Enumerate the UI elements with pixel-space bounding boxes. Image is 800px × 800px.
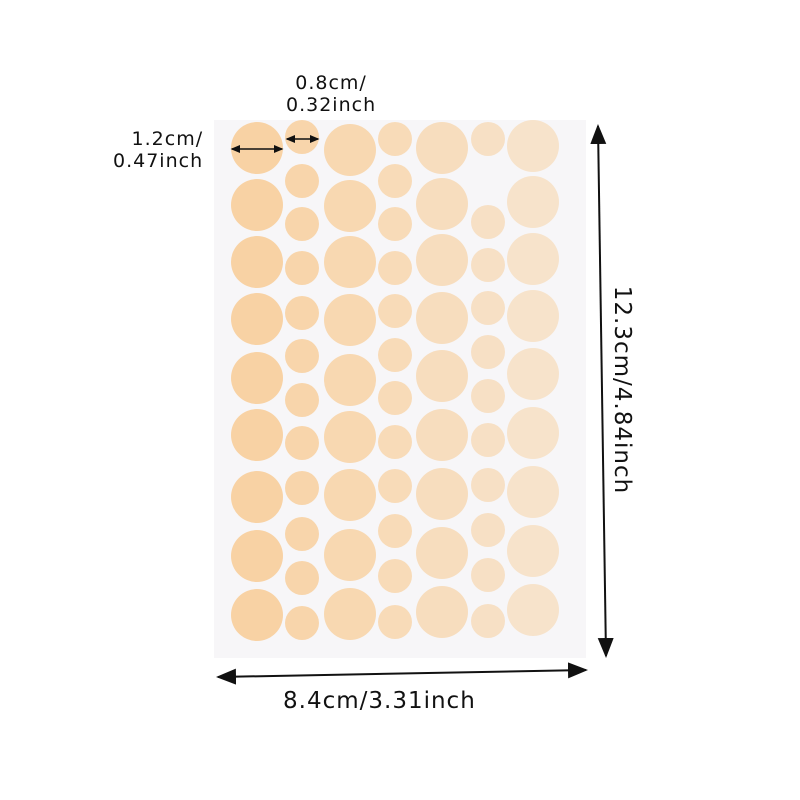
small-sticker-dot (471, 379, 505, 413)
large-sticker-dot (231, 236, 283, 288)
small-sticker-dot (471, 423, 505, 457)
large-sticker-dot (507, 290, 559, 342)
small-sticker-dot (378, 469, 412, 503)
large-sticker-dot (507, 466, 559, 518)
large-sticker-dot (416, 350, 468, 402)
large-dot-size-label: 1.2cm/ 0.47inch (113, 128, 204, 172)
large-sticker-dot (416, 527, 468, 579)
small-sticker-dot (285, 426, 319, 460)
small-sticker-dot (285, 207, 319, 241)
small-sticker-dot (471, 468, 505, 502)
height-label: 12.3cm/4.84inch (609, 285, 635, 495)
large-sticker-dot (507, 233, 559, 285)
large-sticker-dot (416, 178, 468, 230)
large-sticker-dot (324, 529, 376, 581)
small-sticker-dot (378, 605, 412, 639)
large-sticker-dot (231, 589, 283, 641)
small-sticker-dot (378, 425, 412, 459)
small-sticker-dot (285, 164, 319, 198)
large-sticker-dot (324, 294, 376, 346)
small-sticker-dot (378, 251, 412, 285)
small-sticker-dot (471, 291, 505, 325)
small-sticker-dot (378, 122, 412, 156)
small-sticker-dot (285, 606, 319, 640)
large-sticker-dot (231, 179, 283, 231)
large-sticker-dot (231, 409, 283, 461)
large-sticker-dot (507, 407, 559, 459)
small-sticker-dot (285, 471, 319, 505)
small-sticker-dot (471, 205, 505, 239)
large-sticker-dot (507, 525, 559, 577)
large-sticker-dot (324, 588, 376, 640)
small-sticker-dot (285, 296, 319, 330)
large-sticker-dot (416, 409, 468, 461)
small-dot-size-label: 0.8cm/ 0.32inch (286, 72, 377, 116)
large-sticker-dot (416, 234, 468, 286)
small-sticker-dot (378, 514, 412, 548)
small-sticker-dot (471, 335, 505, 369)
small-sticker-dot (471, 513, 505, 547)
large-sticker-dot (416, 586, 468, 638)
small-sticker-dot (471, 604, 505, 638)
small-sticker-dot (378, 294, 412, 328)
large-sticker-dot (231, 530, 283, 582)
small-sticker-dot (285, 517, 319, 551)
large-sticker-dot (416, 292, 468, 344)
large-sticker-dot (231, 352, 283, 404)
large-sticker-dot (324, 469, 376, 521)
large-sticker-dot (416, 122, 468, 174)
large-sticker-dot (231, 471, 283, 523)
small-sticker-dot (285, 339, 319, 373)
large-sticker-dot (324, 180, 376, 232)
large-sticker-dot (231, 293, 283, 345)
small-sticker-dot (285, 561, 319, 595)
large-sticker-dot (324, 411, 376, 463)
large-sticker-dot (507, 348, 559, 400)
width-label: 8.4cm/3.31inch (283, 688, 476, 714)
height-arrow (590, 124, 614, 658)
large-sticker-dot (507, 176, 559, 228)
small-sticker-dot (378, 338, 412, 372)
large-sticker-dot (507, 120, 559, 172)
large-sticker-dot (507, 584, 559, 636)
small-sticker-dot (378, 207, 412, 241)
small-sticker-dot (471, 248, 505, 282)
small-sticker-dot (285, 383, 319, 417)
width-arrow (216, 662, 588, 685)
small-sticker-dot (471, 558, 505, 592)
small-sticker-dot (378, 381, 412, 415)
large-sticker-dot (324, 354, 376, 406)
small-sticker-dot (378, 559, 412, 593)
small-sticker-dot (378, 164, 412, 198)
large-sticker-dot (416, 468, 468, 520)
large-sticker-dot (324, 124, 376, 176)
small-sticker-dot (285, 251, 319, 285)
large-sticker-dot (324, 236, 376, 288)
small-sticker-dot (471, 122, 505, 156)
